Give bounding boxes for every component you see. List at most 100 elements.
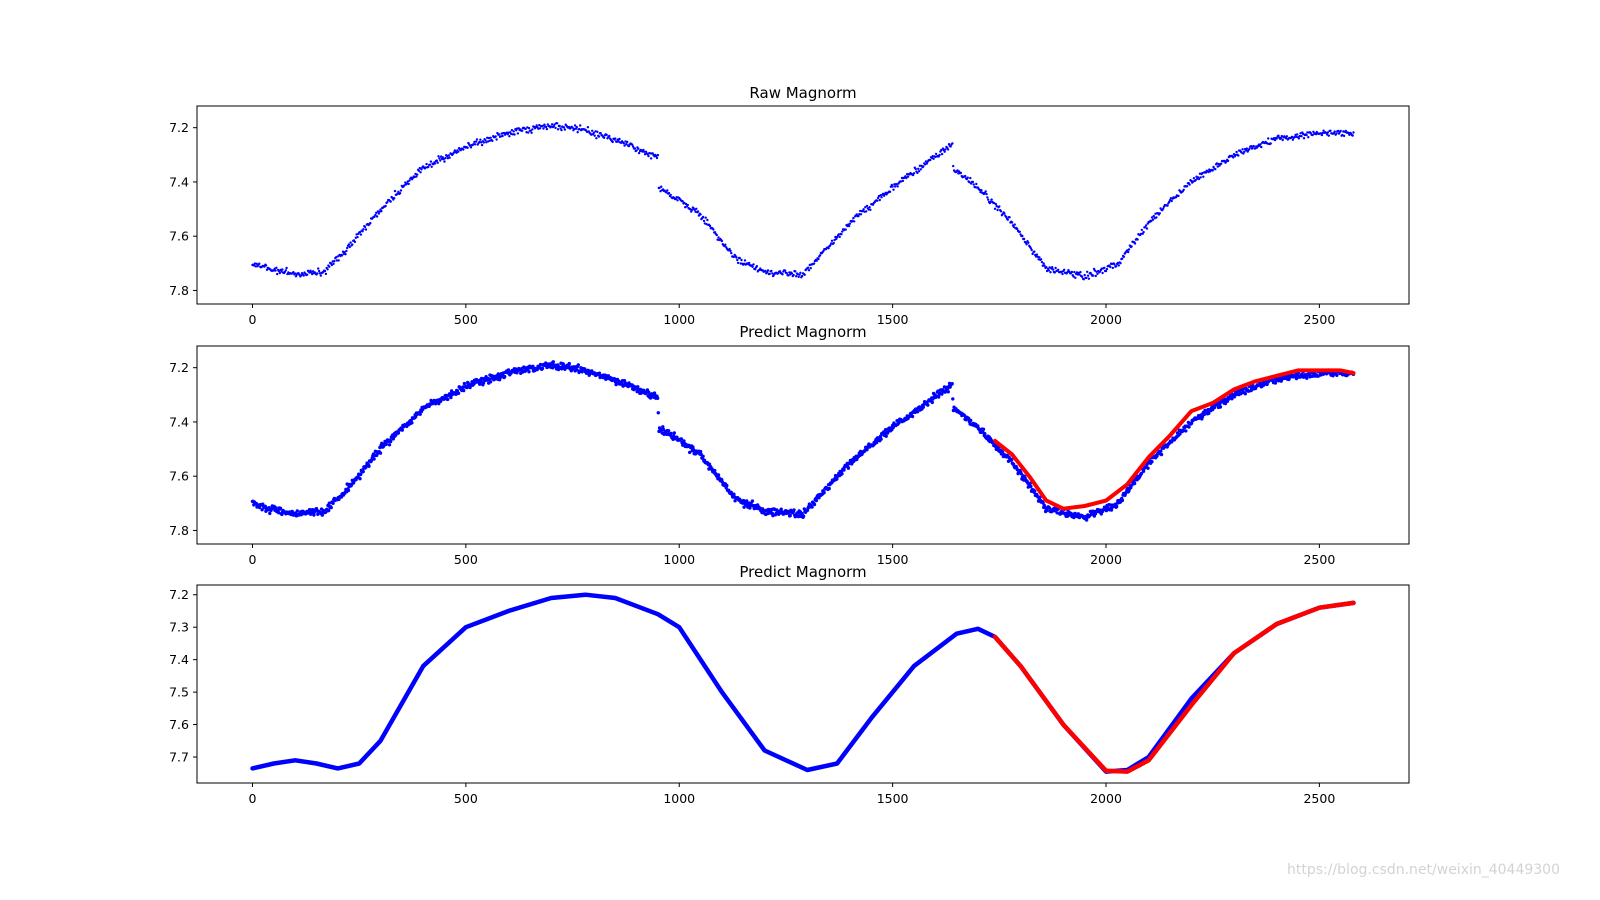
data-point	[335, 259, 339, 262]
data-point	[690, 208, 694, 212]
data-point	[393, 189, 397, 193]
data-point	[669, 193, 672, 197]
data-point	[376, 210, 380, 213]
data-point	[344, 253, 347, 256]
data-point	[469, 146, 473, 149]
data-point	[437, 401, 441, 406]
data-point	[337, 259, 340, 262]
data-point	[1294, 376, 1299, 381]
data-point	[618, 137, 621, 141]
data-point	[346, 488, 351, 493]
x-tick-label: 2500	[1303, 552, 1335, 567]
data-point	[876, 199, 879, 202]
data-point	[593, 134, 596, 137]
data-point	[1033, 489, 1037, 493]
data-point	[418, 412, 422, 416]
data-point	[983, 432, 987, 436]
data-point	[1248, 147, 1251, 150]
data-point	[1237, 154, 1240, 157]
data-point	[1040, 260, 1044, 264]
data-point	[750, 499, 755, 503]
data-point	[1202, 412, 1207, 417]
data-point	[1280, 134, 1284, 138]
data-point	[701, 215, 705, 219]
data-point	[556, 122, 559, 125]
data-point	[435, 159, 438, 162]
data-point	[803, 273, 806, 276]
data-point	[1166, 204, 1169, 207]
data-point	[608, 134, 611, 138]
data-point	[656, 411, 660, 415]
data-point	[892, 188, 895, 191]
data-point	[1347, 131, 1350, 135]
data-point	[1072, 275, 1075, 278]
data-point	[400, 428, 404, 432]
data-point	[1117, 264, 1121, 267]
data-point	[542, 127, 545, 130]
data-point	[656, 396, 660, 400]
data-point	[1006, 218, 1009, 221]
data-point	[1260, 145, 1263, 149]
data-point	[346, 246, 349, 250]
data-point	[480, 141, 483, 144]
data-point	[544, 125, 548, 129]
data-point	[1178, 432, 1182, 436]
data-point	[571, 126, 574, 129]
data-point	[655, 156, 659, 160]
series-line	[993, 368, 1356, 511]
data-point	[659, 190, 662, 193]
data-point	[1086, 270, 1089, 273]
data-point	[1104, 269, 1108, 273]
series-1	[992, 600, 1356, 774]
data-point	[656, 153, 660, 157]
data-point	[874, 440, 879, 445]
x-tick-label: 2000	[1090, 552, 1122, 567]
data-point	[563, 128, 567, 131]
data-point	[495, 138, 498, 141]
data-point	[328, 265, 331, 268]
data-point	[951, 397, 955, 401]
data-point	[308, 508, 312, 512]
data-point	[586, 126, 590, 129]
data-point	[951, 142, 954, 145]
data-point	[312, 513, 316, 517]
data-point	[706, 218, 709, 222]
data-point	[1184, 429, 1188, 433]
data-point	[1305, 376, 1309, 380]
data-point	[1094, 274, 1098, 278]
data-point	[703, 222, 706, 225]
data-point	[1194, 178, 1197, 182]
data-point	[340, 254, 344, 257]
data-point	[1189, 421, 1194, 425]
data-point	[788, 271, 791, 274]
data-point	[512, 130, 515, 133]
data-point	[420, 168, 423, 171]
data-point	[817, 496, 821, 500]
data-point	[626, 140, 629, 144]
data-point	[858, 213, 861, 216]
data-point	[1016, 227, 1019, 231]
data-point	[1242, 152, 1245, 155]
data-point	[1262, 383, 1266, 387]
data-point	[1200, 415, 1205, 419]
data-point	[1327, 134, 1331, 137]
series-0	[251, 122, 1355, 281]
data-point	[529, 129, 532, 132]
data-point	[580, 370, 584, 374]
x-tick-label: 2500	[1303, 312, 1335, 327]
data-point	[1109, 265, 1112, 269]
data-point	[295, 509, 299, 513]
data-point	[934, 152, 938, 156]
x-tick-label: 2000	[1090, 312, 1122, 327]
data-point	[479, 380, 483, 384]
y-tick-label: 7.6	[169, 229, 189, 244]
data-point	[1320, 133, 1324, 137]
data-point	[377, 212, 380, 215]
x-tick-label: 500	[454, 552, 478, 567]
data-point	[1339, 129, 1342, 133]
data-point	[277, 511, 281, 515]
data-point	[1342, 134, 1346, 138]
data-point	[800, 274, 804, 278]
data-point	[550, 123, 554, 126]
data-point	[697, 214, 701, 217]
